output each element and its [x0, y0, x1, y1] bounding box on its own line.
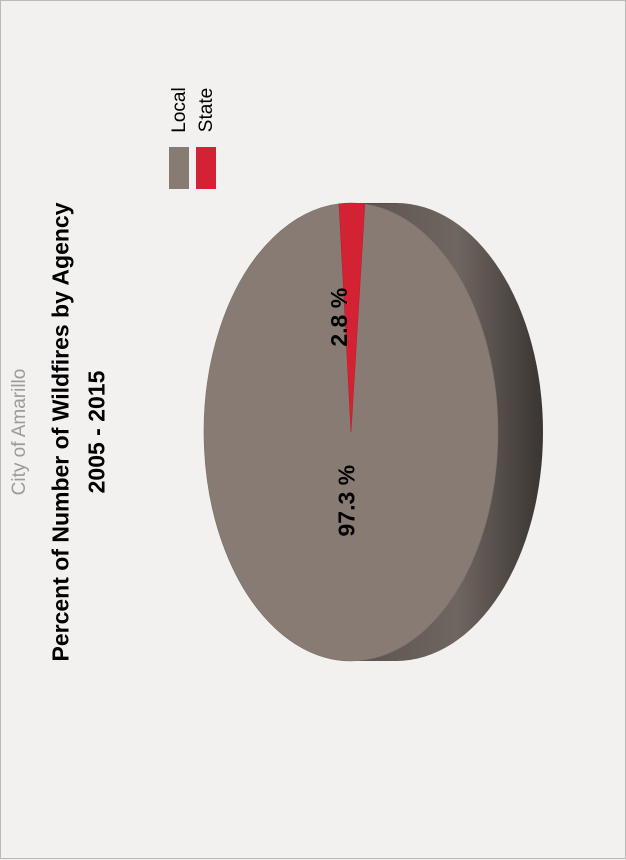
data-label-state: 2.8 % [326, 288, 352, 347]
data-label-local: 97.3 % [334, 465, 360, 537]
